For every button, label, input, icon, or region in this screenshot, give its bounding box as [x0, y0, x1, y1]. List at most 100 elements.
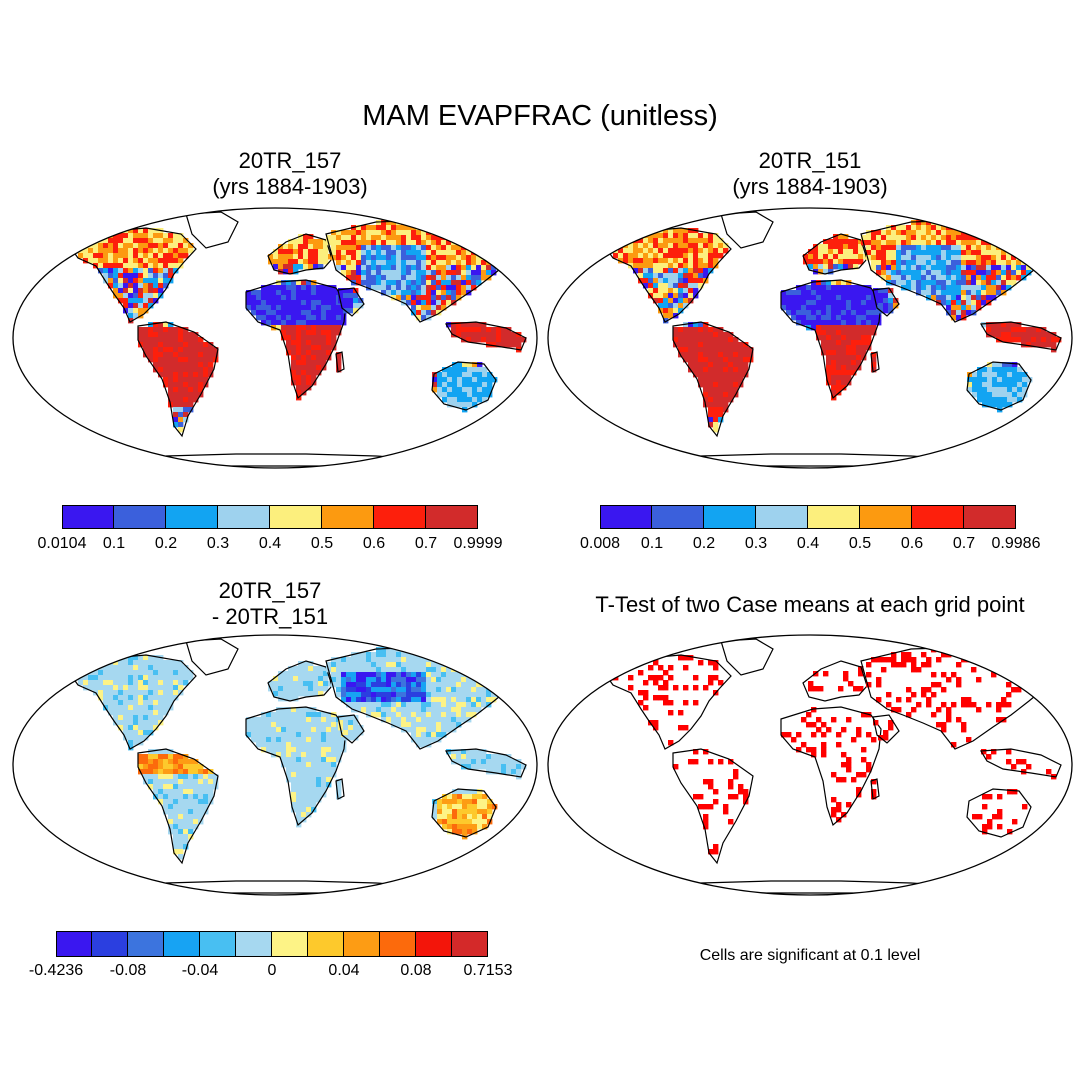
grid-cell: [723, 337, 729, 343]
grid-cell: [806, 320, 812, 326]
grid-cell: [941, 652, 947, 658]
grid-cell: [271, 717, 277, 723]
grid-cell: [271, 737, 277, 743]
grid-cell: [733, 337, 739, 343]
grid-cell: [843, 671, 849, 677]
grid-cell: [693, 327, 699, 333]
grid-cell: [876, 260, 882, 266]
grid-cell: [991, 265, 997, 271]
grid-cell: [486, 265, 492, 271]
grid-cell: [371, 652, 377, 658]
grid-cell: [301, 742, 307, 748]
grid-cell: [708, 849, 714, 855]
grid-cell: [416, 687, 422, 693]
grid-cell: [421, 677, 427, 683]
grid-cell: [386, 682, 392, 688]
grid-cell: [906, 240, 912, 246]
grid-cell: [846, 320, 852, 326]
grid-cell: [653, 283, 659, 289]
grid-cell: [633, 660, 639, 666]
grid-cell: [173, 263, 179, 269]
grid-cell: [143, 660, 149, 666]
grid-cell: [323, 681, 329, 687]
grid-cell: [1006, 759, 1012, 765]
grid-cell: [951, 255, 957, 261]
grid-cell: [83, 248, 89, 254]
grid-cell: [482, 382, 488, 388]
grid-cell: [431, 682, 437, 688]
grid-cell: [158, 759, 164, 765]
grid-cell: [321, 742, 327, 748]
grid-cell: [981, 260, 987, 266]
grid-cell: [291, 807, 297, 813]
grid-cell: [441, 672, 447, 678]
grid-cell: [103, 700, 109, 706]
grid-cell: [306, 722, 312, 728]
grid-cell: [491, 332, 497, 338]
grid-cell: [341, 240, 347, 246]
grid-cell: [296, 340, 302, 346]
grid-cell: [308, 249, 314, 255]
grid-cell: [638, 670, 644, 676]
grid-cell: [336, 747, 342, 753]
grid-cell: [381, 697, 387, 703]
grid-cell: [471, 754, 477, 760]
grid-cell: [831, 807, 837, 813]
grid-cell: [411, 647, 417, 653]
grid-cell: [921, 290, 927, 296]
map-top-left: [12, 207, 538, 469]
grid-cell: [447, 819, 453, 825]
grid-cell: [276, 325, 282, 331]
grid-cell: [286, 752, 292, 758]
grid-cell: [966, 300, 972, 306]
grid-cell: [896, 280, 902, 286]
grid-cell: [1016, 270, 1022, 276]
grid-cell: [456, 662, 462, 668]
grid-cell: [1002, 382, 1008, 388]
grid-cell: [271, 320, 277, 326]
grid-cell: [341, 230, 347, 236]
grid-cell: [98, 233, 104, 239]
grid-cell: [683, 258, 689, 264]
grid-cell: [452, 819, 458, 825]
grid-cell: [816, 727, 822, 733]
grid-cell: [123, 303, 129, 309]
grid-cell: [678, 248, 684, 254]
grid-cell: [173, 789, 179, 795]
grid-cell: [471, 707, 477, 713]
grid-cell: [178, 849, 184, 855]
grid-cell: [391, 290, 397, 296]
grid-cell: [153, 680, 159, 686]
grid-cell: [348, 730, 354, 736]
grid-cell: [303, 686, 309, 692]
grid-cell: [678, 308, 684, 314]
grid-cell: [203, 352, 209, 358]
grid-cell: [916, 245, 922, 251]
grid-cell: [198, 367, 204, 373]
grid-cell: [921, 245, 927, 251]
grid-cell: [168, 794, 174, 800]
grid-cell: [1031, 342, 1037, 348]
grid-cell: [113, 710, 119, 716]
grid-cell: [326, 295, 332, 301]
grid-cell: [436, 692, 442, 698]
grid-cell: [638, 700, 644, 706]
grid-cell: [306, 315, 312, 321]
grid-cell: [183, 675, 189, 681]
grid-cell: [1001, 270, 1007, 276]
grid-cell: [451, 717, 457, 723]
grid-cell: [401, 682, 407, 688]
grid-cell: [861, 757, 867, 763]
grid-cell: [956, 245, 962, 251]
grid-cell: [306, 340, 312, 346]
coastline-greenland: [185, 638, 239, 676]
panel-title-top-right: 20TR_151 (yrs 1884-1903): [680, 148, 940, 200]
grid-cell: [331, 682, 337, 688]
grid-cell: [996, 280, 1002, 286]
grid-cell: [178, 377, 184, 383]
grid-cell: [306, 345, 312, 351]
grid-cell: [476, 235, 482, 241]
grid-cell: [291, 325, 297, 331]
grid-cell: [316, 777, 322, 783]
grid-cell: [183, 759, 189, 765]
